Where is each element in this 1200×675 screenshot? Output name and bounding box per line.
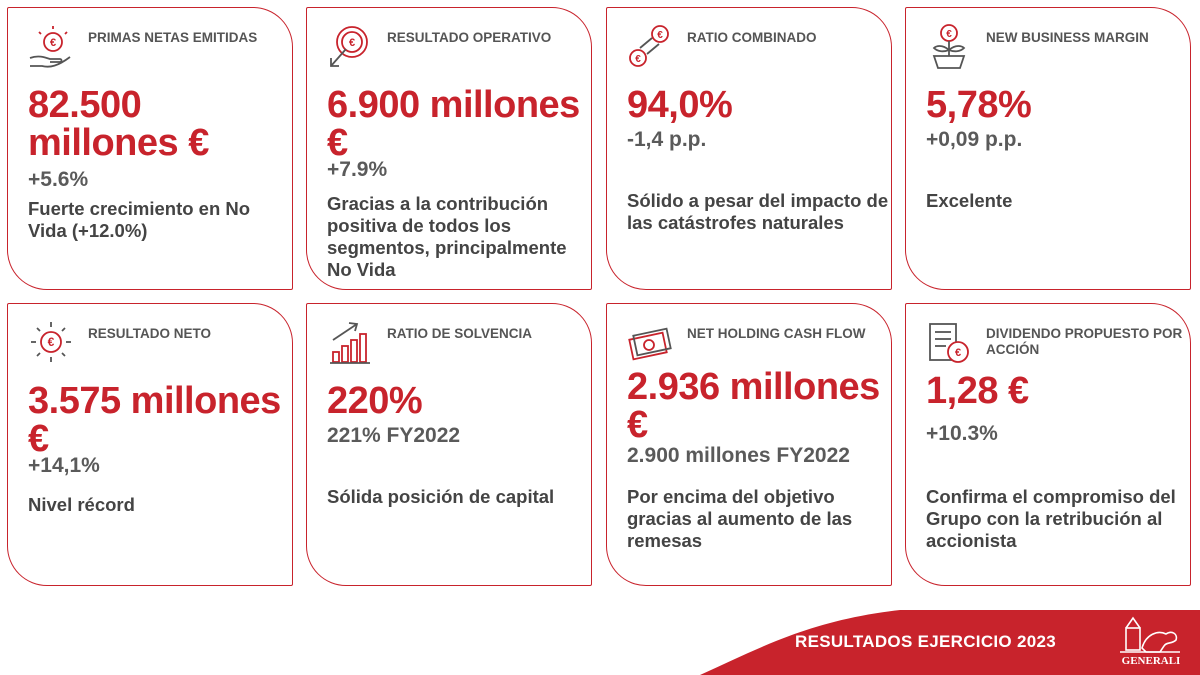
- euro-exchange-icon: € €: [629, 25, 669, 67]
- lion-logo-icon: [1120, 616, 1180, 653]
- banknotes-icon: [628, 327, 672, 361]
- euro-document-icon: €: [929, 323, 969, 363]
- card-change: +0,09 p.p.: [926, 128, 1023, 151]
- card-description: Gracias a la contribución positiva de to…: [327, 193, 567, 280]
- card-primas-netas: € PRIMAS NETAS EMITIDAS 82.500 millones …: [7, 7, 293, 290]
- svg-text:€: €: [48, 335, 55, 349]
- card-value: 220%: [327, 380, 423, 422]
- card-change: +10.3%: [926, 422, 998, 445]
- card-resultado-neto: € RESULTADO NETO 3.575 millones € +14,1%…: [7, 303, 293, 586]
- card-label: NEW BUSINESS MARGIN: [986, 30, 1149, 45]
- card-resultado-operativo: € RESULTADO OPERATIVO 6.900 millones € +…: [306, 7, 592, 290]
- card-ratio-combinado: € € RATIO COMBINADO 94,0% -1,4 p.p. Sóli…: [606, 7, 892, 290]
- card-change: +7.9%: [327, 158, 388, 181]
- card-value: 94,0%: [627, 84, 733, 126]
- card-label: RESULTADO NETO: [88, 326, 212, 341]
- card-change: -1,4 p.p.: [627, 128, 707, 151]
- svg-text:€: €: [635, 54, 641, 65]
- card-value: 3.575 millones €: [28, 380, 281, 460]
- card-description: Fuerte crecimiento en No Vida (+12.0%): [28, 198, 251, 241]
- card-label: RATIO COMBINADO: [687, 30, 817, 45]
- card-change: 2.900 millones FY2022: [627, 444, 850, 467]
- svg-text:€: €: [946, 29, 952, 40]
- euro-sun-icon: €: [31, 322, 71, 362]
- card-description: Nivel récord: [28, 494, 135, 515]
- euro-plant-icon: €: [932, 24, 966, 69]
- card-label: RATIO DE SOLVENCIA: [387, 326, 533, 341]
- card-label: DIVIDENDO PROPUESTO POR ACCIÓN: [986, 326, 1183, 357]
- card-label: PRIMAS NETAS EMITIDAS: [88, 30, 258, 45]
- card-label: NET HOLDING CASH FLOW: [687, 326, 866, 341]
- svg-text:€: €: [657, 30, 663, 41]
- card-label: RESULTADO OPERATIVO: [387, 30, 552, 45]
- euro-hand-icon: €: [29, 26, 71, 68]
- card-description: Sólida posición de capital: [327, 486, 555, 507]
- card-ratio-solvencia: RATIO DE SOLVENCIA 220% 221% FY2022 Sóli…: [306, 303, 592, 586]
- svg-text:€: €: [349, 37, 355, 49]
- card-value: 5,78%: [926, 84, 1032, 126]
- card-description: Excelente: [926, 190, 1013, 211]
- card-net-holding-cash-flow: NET HOLDING CASH FLOW 2.936 millones € 2…: [606, 303, 892, 586]
- card-change: +5.6%: [28, 168, 89, 191]
- card-value: 2.936 millones €: [627, 366, 880, 446]
- svg-text:€: €: [955, 347, 961, 359]
- bar-growth-icon: [330, 322, 370, 364]
- card-description: Confirma el compromiso del Grupo con la …: [926, 486, 1176, 551]
- card-description: Por encima del objetivo gracias al aumen…: [627, 486, 853, 551]
- euro-target-arrow-icon: €: [330, 26, 368, 67]
- card-change: 221% FY2022: [327, 424, 461, 447]
- svg-text:€: €: [50, 37, 56, 49]
- card-value: 6.900 millones €: [327, 84, 580, 164]
- card-new-business-margin: € NEW BUSINESS MARGIN 5,78% +0,09 p.p. E…: [905, 7, 1191, 290]
- footer-banner: [700, 610, 1200, 675]
- card-dividendo: € DIVIDENDO PROPUESTO POR ACCIÓN 1,28 € …: [905, 303, 1191, 586]
- card-value: 82.500 millones €: [28, 84, 209, 164]
- card-value: 1,28 €: [926, 370, 1029, 412]
- footer-title: RESULTADOS EJERCICIO 2023: [795, 632, 1056, 651]
- brand-name: GENERALI: [1121, 655, 1181, 667]
- card-description: Sólido a pesar del impacto de las catást…: [627, 190, 889, 233]
- card-change: +14,1%: [28, 454, 100, 477]
